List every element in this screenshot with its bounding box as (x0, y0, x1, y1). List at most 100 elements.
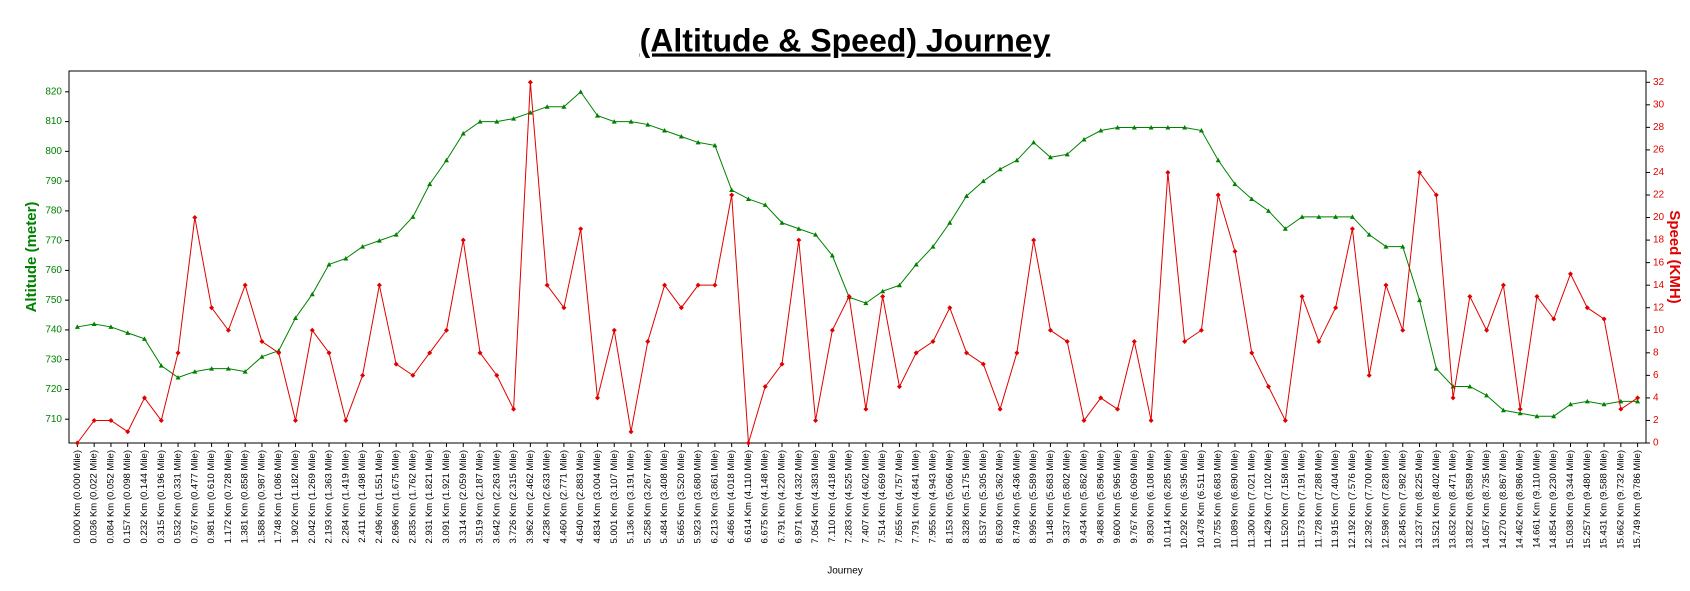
point-marker (292, 315, 298, 321)
point-marker (1433, 192, 1439, 198)
x-tick-label: 5.001 Km (3.107 Mile) (609, 450, 620, 543)
point-marker (259, 339, 265, 345)
y2-tick-label: 10 (1653, 325, 1665, 336)
x-tick-label: 15.749 Km (9.786 Mile) (1632, 450, 1643, 549)
point-marker (125, 330, 131, 335)
x-tick-label: 11.089 Km (6.890 Mile) (1229, 450, 1240, 548)
point-marker (1601, 316, 1607, 322)
point-marker (695, 282, 701, 288)
point-marker (1383, 244, 1389, 249)
point-marker (1064, 339, 1070, 345)
point-marker (1349, 214, 1355, 219)
point-marker (779, 220, 785, 225)
point-marker (360, 372, 366, 378)
plot-frame (68, 70, 1647, 444)
x-tick-label: 1.381 Km (0.858 Mile) (240, 450, 251, 543)
point-marker (1534, 293, 1540, 299)
y-tick-label: 730 (45, 354, 62, 365)
point-marker (1098, 395, 1104, 401)
x-tick-label: 6.971 Km (4.332 Mile) (793, 450, 804, 543)
point-marker (259, 354, 265, 359)
point-marker (896, 384, 902, 390)
point-marker (410, 372, 416, 378)
point-marker (762, 384, 768, 390)
point-marker (1249, 350, 1255, 356)
x-tick-label: 9.767 Km (6.069 Mile) (1129, 450, 1140, 543)
point-marker (594, 395, 600, 401)
point-marker (1081, 417, 1087, 423)
x-tick-label: 7.791 Km (4.841 Mile) (911, 450, 922, 543)
x-tick-label: 9.337 Km (5.802 Mile) (1062, 450, 1073, 543)
x-tick-label: 7.955 Km (4.943 Mile) (928, 450, 939, 543)
x-tick-label: 2.496 Km (1.551 Mile) (374, 450, 385, 543)
point-marker (1031, 139, 1037, 145)
point-marker (443, 327, 449, 333)
x-tick-label: 0.232 Km (0.144 Mile) (139, 450, 150, 543)
point-marker (91, 417, 97, 423)
y2-tick-label: 22 (1653, 190, 1665, 201)
point-marker (729, 187, 735, 193)
point-marker (1182, 125, 1188, 130)
x-tick-label: 5.665 Km (3.520 Mile) (676, 450, 687, 543)
x-tick-label: 2.042 Km (1.269 Mile) (307, 450, 318, 543)
x-tick-label: 6.614 Km (4.110 Mile) (743, 450, 754, 543)
point-marker (662, 128, 668, 133)
x-tick-label: 0.036 Km (0.022 Mile) (89, 450, 100, 543)
point-marker (376, 282, 382, 288)
x-tick-label: 3.642 Km (2.263 Mile) (491, 450, 502, 543)
point-marker (1517, 410, 1523, 416)
y-axis-label: Altitude (meter) (23, 202, 40, 313)
y-tick-label: 750 (45, 295, 62, 306)
x-tick-label: 10.292 Km (6.395 Mile) (1179, 450, 1190, 549)
y-tick-label: 790 (45, 176, 62, 187)
y2-tick-label: 32 (1653, 77, 1665, 88)
point-marker (947, 220, 953, 225)
x-tick-label: 7.110 Km (4.418 Mile) (827, 450, 838, 543)
point-marker (997, 406, 1003, 412)
x-tick-label: 3.962 Km (2.462 Mile) (525, 450, 536, 543)
point-marker (813, 232, 819, 237)
point-marker (1198, 128, 1204, 133)
point-marker (460, 130, 466, 136)
point-marker (930, 244, 936, 249)
x-tick-label: 7.514 Km (4.669 Mile) (877, 450, 888, 543)
x-tick-label: 10.114 Km (6.285 Mile) (1162, 450, 1173, 548)
x-tick-label: 15.257 Km (9.480 Mile) (1582, 450, 1593, 549)
point-marker (511, 116, 517, 121)
point-marker (796, 237, 802, 243)
point-marker (1366, 372, 1372, 378)
point-marker (326, 350, 332, 356)
point-marker (494, 372, 500, 378)
point-marker (192, 369, 198, 374)
point-marker (1400, 327, 1406, 333)
point-marker (578, 226, 584, 232)
x-tick-label: 15.662 Km (9.732 Mile) (1615, 450, 1626, 549)
point-marker (846, 293, 852, 299)
x-axis-label: Journey (827, 566, 863, 577)
point-marker (1064, 151, 1070, 157)
x-tick-label: 1.902 Km (1.182 Mile) (290, 450, 301, 543)
point-marker (1568, 401, 1574, 407)
y2-tick-label: 26 (1653, 145, 1665, 156)
x-tick-label: 5.484 Km (3.408 Mile) (659, 450, 670, 543)
x-tick-label: 5.923 Km (3.680 Mile) (693, 450, 704, 543)
x-tick-label: 10.478 Km (6.511 Mile) (1196, 450, 1207, 548)
point-marker (695, 139, 701, 145)
x-tick-label: 12.845 Km (7.982 Mile) (1397, 450, 1408, 549)
point-marker (1417, 297, 1423, 303)
x-tick-label: 15.431 Km (9.588 Mile) (1599, 450, 1610, 549)
point-marker (74, 324, 80, 329)
point-marker (1165, 169, 1171, 175)
point-marker (1568, 271, 1574, 277)
point-marker (1618, 406, 1624, 412)
point-marker (1131, 125, 1137, 130)
x-tick-label: 9.830 Km (6.108 Mile) (1146, 450, 1157, 543)
y2-tick-label: 24 (1653, 167, 1665, 178)
point-marker (913, 350, 919, 356)
x-tick-label: 4.460 Km (2.771 Mile) (558, 450, 569, 543)
point-marker (1215, 157, 1221, 163)
point-marker (209, 366, 215, 371)
series-line (77, 91, 1638, 417)
point-marker (1601, 401, 1607, 407)
